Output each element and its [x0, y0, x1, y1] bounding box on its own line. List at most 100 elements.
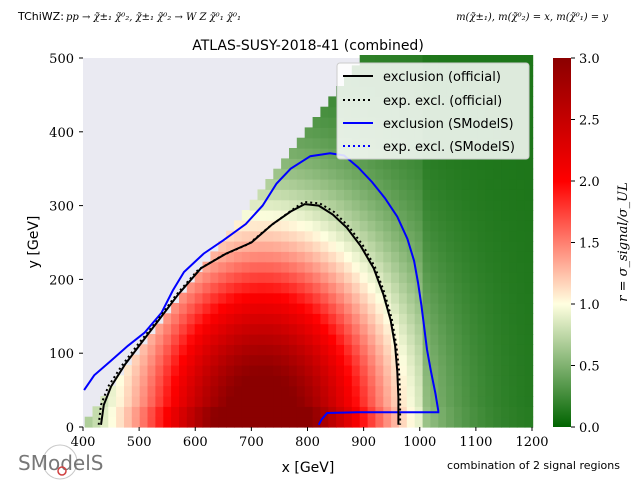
heatmap-cell: [131, 375, 141, 387]
heatmap-cell: [265, 385, 274, 397]
heatmap-cell: [163, 354, 172, 366]
heatmap-cell: [296, 375, 306, 387]
heatmap-cell: [312, 385, 322, 397]
heatmap-cell: [477, 282, 487, 294]
y-axis-label: y [GeV]: [26, 216, 42, 269]
heatmap-cell: [289, 158, 298, 170]
heatmap-cell: [438, 272, 447, 283]
heatmap-cell: [414, 323, 424, 335]
heatmap-cell: [406, 168, 416, 180]
heatmap-cell: [241, 210, 251, 221]
heatmap-cell: [359, 292, 369, 304]
heatmap-cell: [320, 354, 329, 366]
heatmap-cell: [241, 303, 251, 314]
heatmap-cell: [155, 354, 164, 366]
heatmap-cell: [344, 385, 353, 397]
heatmap-cell: [516, 313, 526, 325]
heatmap-cell: [265, 292, 274, 304]
heatmap-cell: [516, 210, 526, 221]
heatmap-cell: [344, 272, 353, 283]
heatmap-cell: [422, 261, 432, 273]
heatmap-cell: [446, 210, 455, 221]
heatmap-cell: [461, 292, 471, 304]
heatmap-cell: [210, 334, 219, 345]
heatmap-cell: [336, 189, 345, 201]
heatmap-cell: [524, 272, 534, 283]
heatmap-cell: [312, 261, 322, 273]
heatmap-cell: [524, 241, 534, 252]
heatmap-cell: [406, 416, 416, 428]
heatmap-cell: [179, 365, 188, 376]
heatmap-cell: [430, 303, 439, 314]
heatmap-cell: [461, 313, 471, 325]
heatmap-cell: [406, 334, 416, 345]
heatmap-cell: [477, 55, 487, 66]
heatmap-cell: [399, 251, 408, 263]
heatmap-cell: [516, 303, 526, 314]
heatmap-cell: [406, 396, 416, 407]
heatmap-cell: [163, 365, 172, 376]
heatmap-cell: [328, 220, 337, 232]
heatmap-cell: [383, 251, 392, 263]
heatmap-cell: [241, 396, 251, 407]
heatmap-cell: [359, 199, 369, 211]
heatmap-cell: [202, 323, 211, 335]
heatmap-cell: [234, 323, 243, 335]
heatmap-cell: [422, 158, 432, 170]
heatmap-cell: [430, 199, 439, 211]
heatmap-cell: [438, 323, 447, 335]
heatmap-cell: [399, 261, 408, 273]
heatmap-cell: [367, 375, 377, 387]
heatmap-cell: [265, 323, 274, 335]
heatmap-cell: [524, 210, 534, 221]
heatmap-cell: [304, 179, 314, 190]
heatmap-cell: [155, 375, 164, 387]
heatmap-cell: [509, 323, 518, 335]
heatmap-cell: [273, 282, 282, 294]
heatmap-cell: [304, 313, 314, 325]
heatmap-cell: [351, 241, 361, 252]
heatmap-cell: [328, 241, 337, 252]
heatmap-cell: [273, 179, 282, 190]
heatmap-cell: [344, 375, 353, 387]
heatmap-cell: [210, 292, 219, 304]
heatmap-cell: [336, 292, 345, 304]
heatmap-cell: [312, 354, 322, 366]
y-tick-label: 100: [49, 347, 74, 362]
heatmap-cell: [328, 396, 337, 407]
heatmap-cell: [485, 241, 494, 252]
heatmap-cell: [351, 210, 361, 221]
heatmap-cell: [312, 220, 322, 232]
heatmap-cell: [218, 344, 227, 356]
heatmap-cell: [430, 334, 439, 345]
heatmap-cell: [273, 189, 282, 201]
heatmap-cell: [304, 354, 314, 366]
heatmap-cell: [351, 179, 361, 190]
heatmap-cell: [281, 272, 290, 283]
heatmap-cell: [351, 282, 361, 294]
heatmap-cell: [351, 199, 361, 211]
heatmap-cell: [438, 344, 447, 356]
heatmap-cell: [171, 396, 180, 407]
heatmap-cell: [194, 272, 204, 283]
heatmap-cell: [312, 117, 322, 128]
heatmap-cell: [493, 272, 502, 283]
heatmap-cell: [226, 354, 235, 366]
heatmap-cell: [477, 272, 487, 283]
heatmap-cell: [296, 189, 306, 201]
heatmap-cell: [509, 365, 518, 376]
heatmap-cell: [430, 354, 439, 366]
heatmap-cell: [344, 282, 353, 294]
heatmap-cell: [438, 365, 447, 376]
heatmap-cell: [422, 313, 432, 325]
heatmap-cell: [367, 292, 377, 304]
heatmap-cell: [328, 251, 337, 263]
colorbar-tick-label: 3.0: [579, 52, 600, 67]
heatmap-cell: [391, 396, 400, 407]
heatmap-cell: [485, 272, 494, 283]
heatmap-cell: [422, 55, 432, 66]
heatmap-cell: [509, 55, 518, 66]
heatmap-cell: [383, 354, 392, 366]
heatmap-cell: [430, 396, 439, 407]
mass-assignment: m(χ̃±₁), m(χ̃⁰₂) = x, m(χ̃⁰₁) = y: [456, 12, 608, 23]
